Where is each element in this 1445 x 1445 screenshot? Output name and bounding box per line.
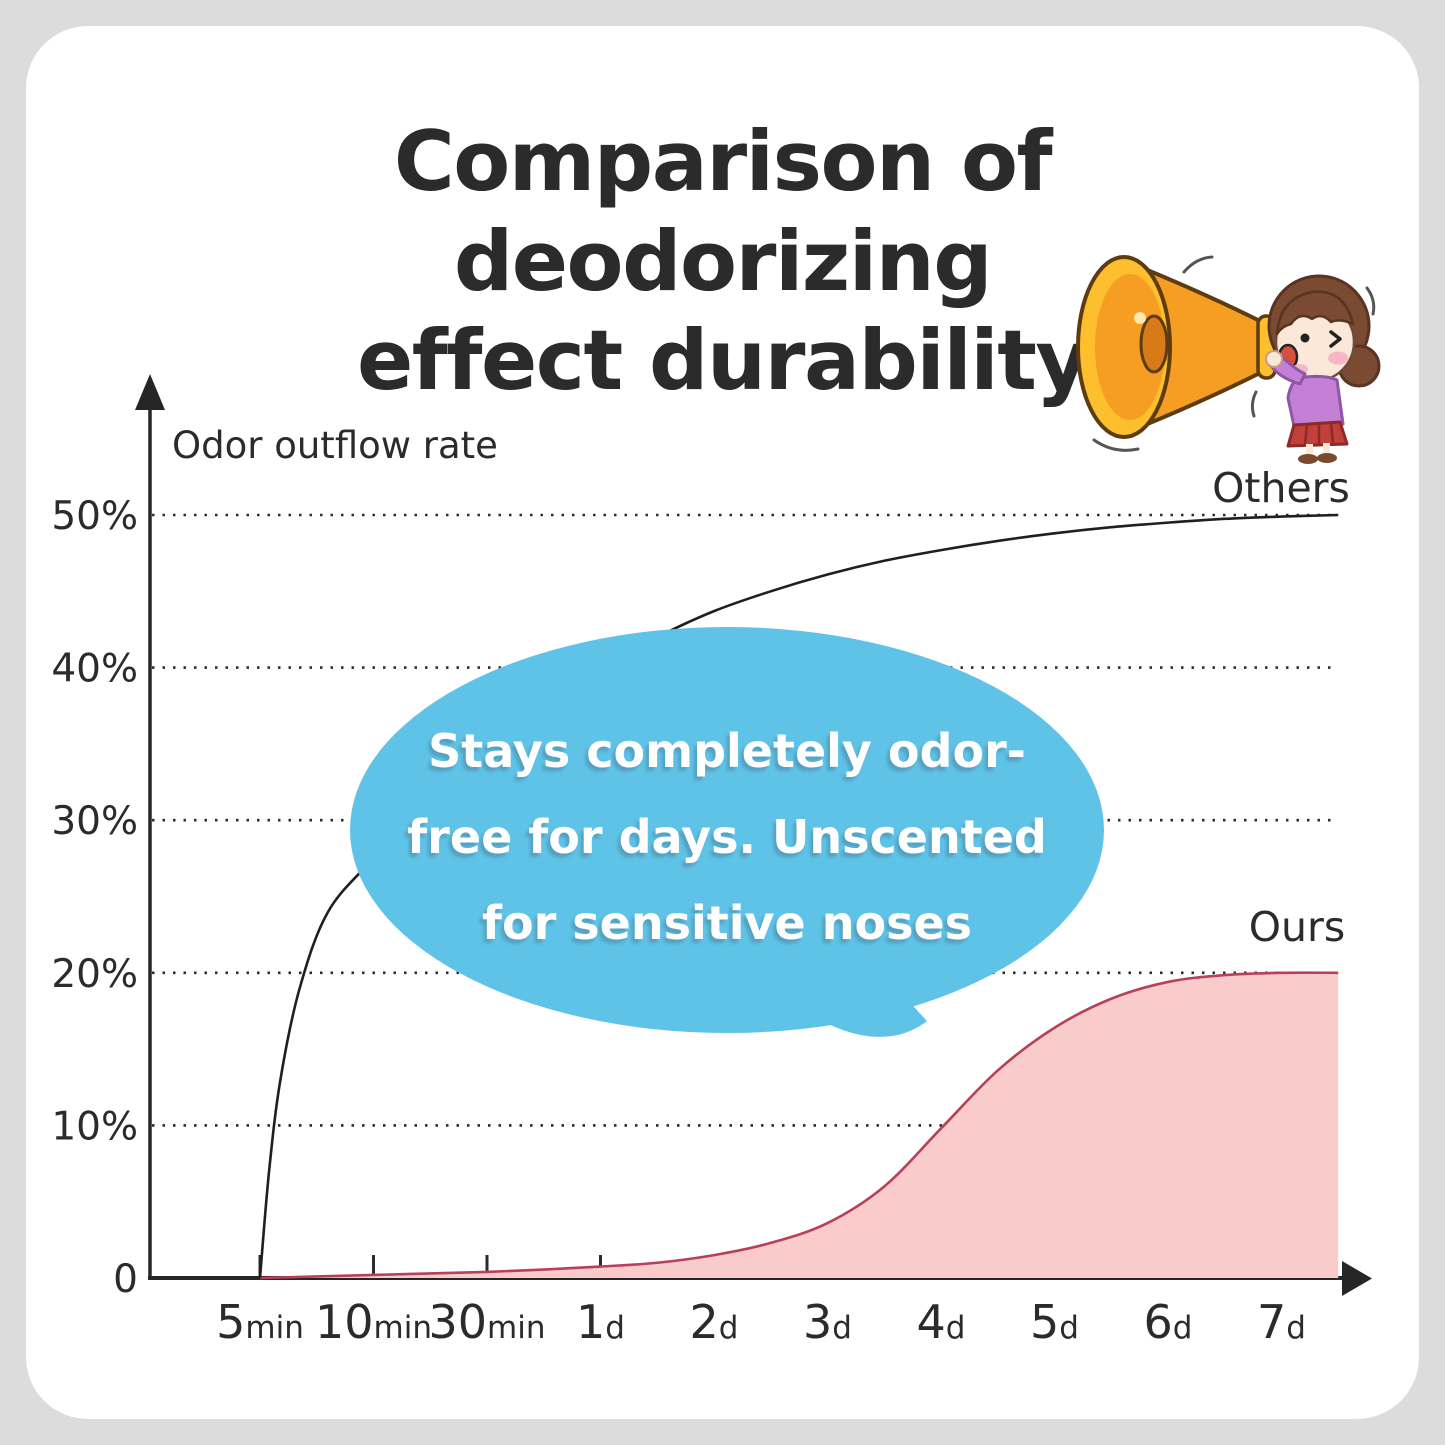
y-axis-arrow-icon [135, 374, 165, 410]
y-axis-title: Odor outflow rate [172, 424, 498, 467]
title-line-1: Comparison of deodorizing [393, 113, 1053, 310]
x-axis-arrow-icon [1342, 1261, 1372, 1296]
annotation-line-3: for sensitive noses [481, 896, 973, 950]
y-tick-label-10%: 10% [51, 1104, 138, 1149]
y-axis-tick-labels: 0 10% 20% 30% 40% 50% [51, 494, 138, 1302]
annotation-bubble-ellipse [350, 627, 1104, 1033]
y-tick-label-30%: 30% [51, 799, 138, 844]
annotation-line-1: Stays completely odor- [428, 724, 1026, 778]
annotation-bubble-text: Stays completely odor- free for days. Un… [377, 708, 1077, 966]
y-tick-label-50%: 50% [51, 494, 138, 539]
series-label-ours: Ours [1249, 903, 1345, 951]
x-tick-label-30min: 30min [428, 1295, 545, 1349]
series-ours-area [260, 972, 1339, 1278]
megaphone-icon [1076, 255, 1316, 452]
x-tick-label-2d: 2d [690, 1295, 739, 1349]
annotation-bubble [350, 627, 1104, 1037]
x-tick-label-5d: 5d [1030, 1295, 1079, 1349]
x-tick-label-5min: 5min [216, 1295, 304, 1349]
title-line-2: effect durability [356, 312, 1090, 410]
x-tick-label-3d: 3d [803, 1295, 852, 1349]
x-tick-label-10min: 10min [315, 1295, 432, 1349]
x-tick-label-1d: 1d [576, 1295, 625, 1349]
y-tick-label-0: 0 [113, 1257, 138, 1302]
series-label-others: Others [1212, 464, 1350, 512]
page-title: Comparison of deodorizing effect durabil… [133, 112, 1313, 411]
y-tick-label-40%: 40% [51, 647, 138, 692]
megaphone-girl-illustration [1076, 255, 1381, 464]
x-tick-label-7d: 7d [1257, 1295, 1306, 1349]
girl-icon [1250, 274, 1381, 464]
series-ours-line [259, 971, 1339, 1280]
y-tick-label-20%: 20% [51, 952, 138, 997]
annotation-line-2: free for days. Unscented [407, 810, 1047, 864]
x-tick-label-6d: 6d [1144, 1295, 1193, 1349]
x-tick-label-4d: 4d [917, 1295, 966, 1349]
